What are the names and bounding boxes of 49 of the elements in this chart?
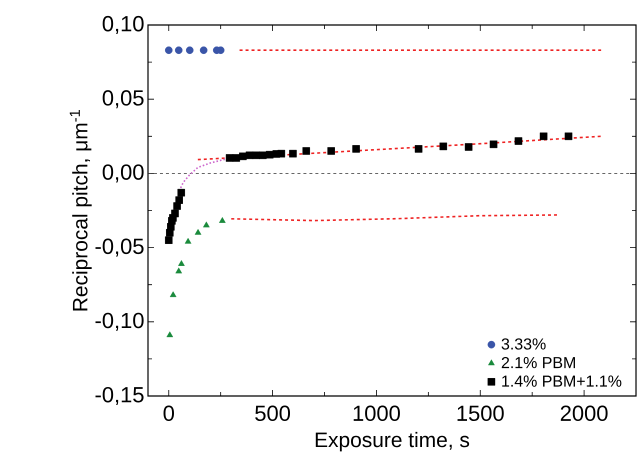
legend-label: 1.4% PBM+1.1% [502,376,622,387]
x-tick-label: 2000 [560,406,608,422]
y-tick-label: -0,10 [95,312,144,331]
x-tick-label: 1500 [458,406,504,422]
point [259,152,267,160]
point [514,137,522,145]
point [440,142,448,150]
point [352,145,360,153]
point [171,210,179,218]
point [170,291,176,298]
point [327,147,335,155]
legend-label: 2.1% PBM [502,356,575,368]
point [175,268,182,274]
legend-label: 3.33% [502,338,546,350]
y-tick-label: -0,15 [95,386,144,406]
point [174,46,183,54]
point [194,228,202,235]
point [219,217,226,223]
y-tick-label: -0,05 [95,238,144,257]
point [178,260,185,266]
x-tick-label: 500 [255,406,290,422]
point [203,222,210,228]
x-tick-label: 0 [164,406,174,422]
y-axis-title: Reciprocal pitch, μm$^{-1}$ [70,110,92,311]
point [232,154,240,162]
point [540,132,548,140]
point [464,143,472,151]
point [564,132,572,140]
y-tick-label: 0,00 [102,164,144,182]
point [164,236,173,244]
point [166,331,174,338]
y-tick-label: 0,10 [102,16,144,34]
point [177,188,186,196]
point [490,140,498,148]
x-tick-label: 1000 [354,406,400,422]
point [278,150,286,158]
point [246,152,254,160]
y-tick-label: 0,05 [102,90,144,108]
line-series [197,135,602,160]
point [289,150,297,158]
point [200,46,208,54]
point [414,145,422,153]
point [302,147,310,155]
point [164,46,173,54]
point [186,46,194,54]
point [226,154,234,162]
point [175,196,183,204]
point [184,238,192,244]
x-axis-title: Exposure time, s [316,432,470,452]
